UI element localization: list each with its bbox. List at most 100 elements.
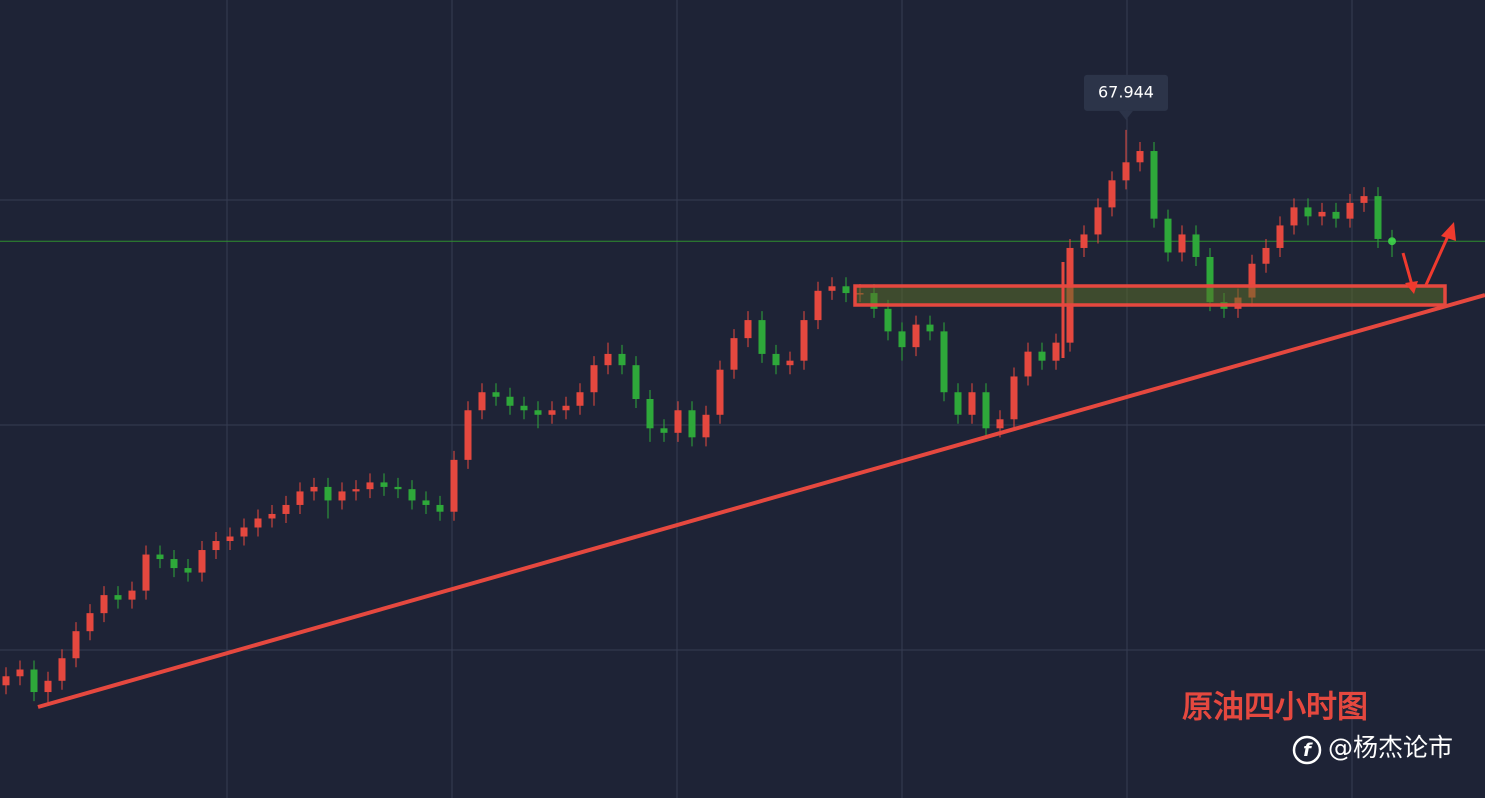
candle-body xyxy=(576,392,584,406)
candle-body xyxy=(1010,376,1018,420)
candle-body xyxy=(394,486,402,490)
candle-body xyxy=(968,392,976,415)
candle-body xyxy=(1136,151,1144,163)
candle-body xyxy=(800,320,808,361)
candle-body xyxy=(1038,351,1046,361)
candle-body xyxy=(366,482,374,490)
logo xyxy=(1292,735,1322,765)
candle-body xyxy=(1122,162,1130,181)
candle-body xyxy=(1024,351,1032,377)
candle-body xyxy=(1290,207,1298,226)
candle-body xyxy=(1108,180,1116,208)
candle-body xyxy=(310,486,318,492)
candle-body xyxy=(240,527,248,537)
last-price-dot xyxy=(1388,237,1396,246)
candles xyxy=(0,129,1485,704)
candle-body xyxy=(352,489,360,492)
candle-body xyxy=(1248,263,1256,298)
drawings xyxy=(37,222,1485,709)
candle-body xyxy=(282,504,290,514)
candle-body xyxy=(142,554,150,591)
annotation: 原油四小时图 xyxy=(1182,690,1368,726)
candle-body xyxy=(632,365,640,399)
candle-body xyxy=(646,399,654,429)
candle-body xyxy=(786,360,794,366)
candle-body xyxy=(548,410,556,415)
arrow-down xyxy=(1401,252,1414,286)
candle-body xyxy=(884,308,892,332)
candle-body xyxy=(898,331,906,348)
candle-body xyxy=(422,500,430,505)
candle-body xyxy=(114,595,122,600)
candle-body xyxy=(198,550,206,573)
candle-body xyxy=(408,489,416,501)
arrow-head xyxy=(1441,222,1456,241)
candle-body xyxy=(674,410,682,433)
candle-body xyxy=(506,396,514,406)
candle-body xyxy=(996,419,1004,429)
candle-body xyxy=(814,290,822,321)
candle-body xyxy=(772,353,780,366)
candle-body xyxy=(380,482,388,487)
candle-body xyxy=(1346,202,1354,219)
candle-body xyxy=(156,554,164,560)
candle-body xyxy=(184,568,192,573)
candle-body xyxy=(1304,207,1312,217)
tooltip-value: 67.944 xyxy=(1098,82,1154,101)
candle-body xyxy=(1332,211,1340,219)
candle-body xyxy=(86,613,94,632)
tooltip-pointer xyxy=(1119,110,1133,120)
candle-body xyxy=(492,392,500,397)
candle-body xyxy=(16,669,24,677)
candle-body xyxy=(842,286,850,294)
candle-body xyxy=(1052,342,1060,361)
candle-body xyxy=(604,353,612,366)
candle-body xyxy=(744,320,752,339)
candle-body xyxy=(170,559,178,569)
candle-body xyxy=(520,405,528,411)
candle-body xyxy=(1164,218,1172,253)
candle-body xyxy=(982,392,990,429)
candle-body xyxy=(1262,247,1270,264)
candle-body xyxy=(758,320,766,354)
candle-body xyxy=(1206,256,1214,303)
candle-body xyxy=(72,631,80,659)
candle-body xyxy=(296,491,304,505)
candle-body xyxy=(590,365,598,393)
tooltip-box xyxy=(1084,74,1168,111)
candle-body xyxy=(268,513,276,519)
candle-body xyxy=(338,491,346,501)
arrow-head xyxy=(1405,281,1418,294)
candle-body xyxy=(954,392,962,415)
arrow-up xyxy=(1424,235,1450,286)
candle-body xyxy=(254,518,262,528)
candle-body xyxy=(562,405,570,411)
candle-body xyxy=(30,669,38,693)
candle-body xyxy=(1374,196,1382,239)
candle-body xyxy=(1094,207,1102,235)
candle-body xyxy=(464,410,472,460)
candle-body xyxy=(1178,234,1186,253)
candle-body xyxy=(618,353,626,366)
trend-line xyxy=(37,293,1485,709)
candle-body xyxy=(324,486,332,501)
candle-body xyxy=(688,410,696,438)
watermark-text: @杨杰论市 xyxy=(1328,733,1453,762)
candle-body xyxy=(702,414,710,438)
candle-body xyxy=(58,658,66,681)
candle-body xyxy=(828,286,836,291)
logo-glyph: f xyxy=(1303,740,1313,761)
candle-body xyxy=(44,680,52,693)
candle-body xyxy=(100,595,108,614)
watermark: f @杨杰论市 xyxy=(1292,733,1453,765)
candle-body xyxy=(450,459,458,512)
candle-body xyxy=(534,410,542,415)
candle-body xyxy=(1150,151,1158,219)
candle-body xyxy=(1192,234,1200,257)
candle-body xyxy=(912,324,920,348)
candle-body xyxy=(1276,225,1284,248)
candle-body xyxy=(940,331,948,393)
candle-body xyxy=(730,338,738,370)
